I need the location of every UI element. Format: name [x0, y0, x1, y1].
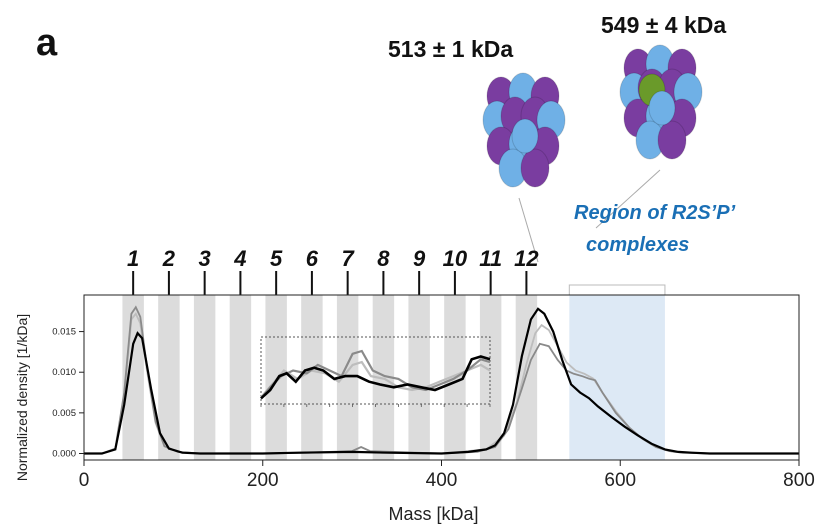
oligomer-band — [479, 295, 502, 460]
blue-subunit — [648, 90, 676, 126]
oligomer-label: 8 — [377, 246, 390, 271]
x-tick-label: 400 — [426, 470, 458, 491]
oligomer-band — [229, 295, 252, 460]
density-series-line — [84, 307, 799, 455]
complex-513-illustration — [482, 72, 566, 188]
oligomer-band — [515, 295, 538, 460]
connector-line-549 — [595, 169, 661, 229]
x-tick-label: 800 — [783, 470, 815, 491]
oligomer-band — [158, 295, 180, 460]
plot-frame — [83, 294, 800, 461]
purple-subunit — [657, 120, 687, 160]
complex-549-mass-label: 549 ± 4 kDa — [601, 12, 727, 38]
oligomer-label: 1 — [127, 246, 139, 271]
plot-area: 1 2 3 4 5 6 7 8 9 10 11 120 200 400 600 8000.0000.0050.… — [14, 246, 815, 524]
purple-subunit — [520, 148, 550, 188]
y-tick-label: 0.000 — [52, 448, 76, 459]
oligomer-label: 7 — [342, 246, 356, 271]
complex-549-illustration — [619, 44, 703, 160]
oligomer-label: 5 — [270, 246, 283, 271]
oligomer-band — [265, 295, 287, 460]
blue-subunit — [511, 118, 539, 154]
oligomer-band — [408, 295, 430, 460]
oligomer-label: 2 — [162, 246, 176, 271]
oligomer-band — [193, 295, 216, 460]
inset-series-line — [260, 355, 491, 400]
oligomer-band — [372, 295, 395, 460]
oligomer-label: 4 — [233, 246, 246, 271]
x-axis-label: Mass [kDa] — [388, 504, 478, 524]
x-tick-label: 200 — [247, 470, 279, 491]
connector-line-513 — [518, 197, 539, 263]
region-bracket — [568, 284, 666, 295]
x-tick-label: 0 — [79, 470, 90, 491]
inset-series-line — [260, 349, 491, 400]
y-axis-label: Normalized density [1/kDa] — [14, 314, 30, 481]
oligomer-label: 9 — [413, 246, 426, 271]
y-tick-label: 0.005 — [52, 408, 76, 419]
oligomer-label: 12 — [514, 246, 539, 271]
oligomer-band — [301, 295, 323, 460]
y-tick-label: 0.015 — [52, 327, 76, 338]
y-tick-label: 0.010 — [52, 367, 76, 378]
panel-letter: a — [36, 22, 58, 64]
oligomer-band — [336, 295, 359, 460]
complex-513-mass-label: 513 ± 1 kDa — [388, 36, 514, 62]
oligomer-label: 10 — [443, 246, 468, 271]
region-label-line1: Region of R2S’P’ — [574, 202, 736, 224]
oligomer-label: 11 — [479, 246, 502, 271]
region-label-line2: complexes — [586, 234, 690, 256]
x-tick-label: 600 — [604, 470, 636, 491]
oligomer-label: 3 — [199, 246, 211, 271]
oligomer-label: 6 — [306, 246, 319, 271]
oligomer-band — [122, 295, 144, 460]
